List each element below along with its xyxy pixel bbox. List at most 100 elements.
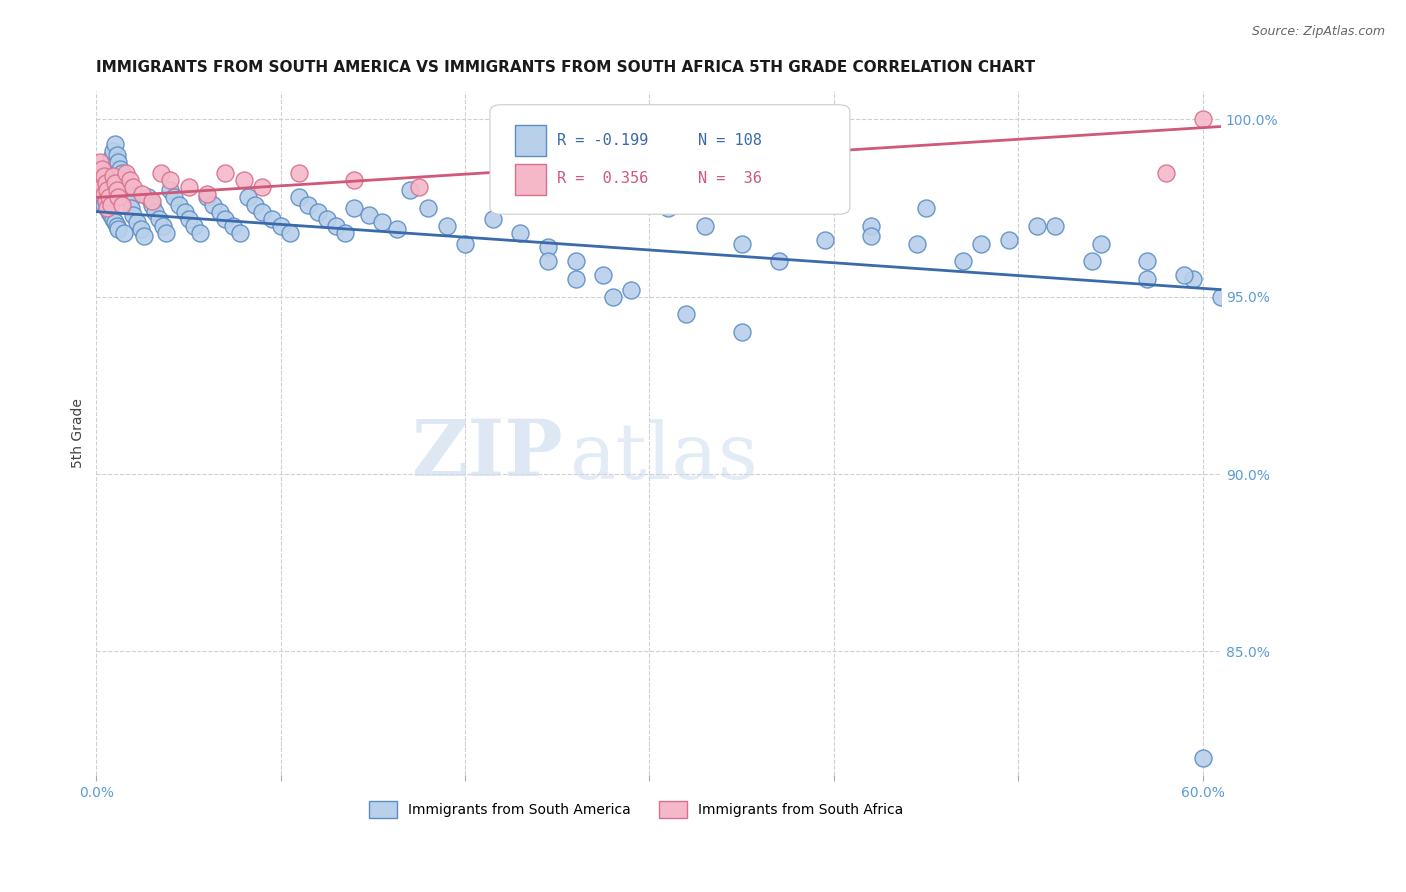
Text: N = 108: N = 108 <box>697 133 762 148</box>
Text: Source: ZipAtlas.com: Source: ZipAtlas.com <box>1251 25 1385 38</box>
Point <box>149 166 172 180</box>
Point <box>730 325 752 339</box>
Point <box>107 222 129 236</box>
Point <box>115 166 138 180</box>
Point <box>115 179 138 194</box>
Point <box>96 183 118 197</box>
Point <box>159 183 181 197</box>
Point <box>214 166 236 180</box>
Point <box>252 204 274 219</box>
Point <box>236 190 259 204</box>
Point <box>105 219 128 233</box>
Point <box>436 219 458 233</box>
Point <box>537 240 560 254</box>
Point <box>118 194 141 208</box>
Point <box>101 169 124 183</box>
Point <box>120 201 142 215</box>
Point <box>915 201 938 215</box>
Point <box>509 226 531 240</box>
Point <box>1182 272 1205 286</box>
Point <box>87 166 110 180</box>
Point <box>93 186 115 201</box>
Point <box>325 219 347 233</box>
Point <box>148 211 170 226</box>
Point <box>117 186 139 201</box>
Point <box>537 254 560 268</box>
Point <box>163 190 186 204</box>
Point <box>101 145 124 159</box>
Point <box>143 204 166 219</box>
Point <box>1209 290 1232 304</box>
Point <box>1090 236 1112 251</box>
Point <box>1025 219 1047 233</box>
Point <box>1173 268 1195 283</box>
Point <box>90 179 112 194</box>
Text: IMMIGRANTS FROM SOUTH AMERICA VS IMMIGRANTS FROM SOUTH AFRICA 5TH GRADE CORRELAT: IMMIGRANTS FROM SOUTH AMERICA VS IMMIGRA… <box>97 60 1035 75</box>
Point <box>155 226 177 240</box>
Point <box>183 219 205 233</box>
Point <box>94 194 117 208</box>
Bar <box>515 164 546 195</box>
Point <box>93 197 115 211</box>
Point <box>1081 254 1104 268</box>
Point <box>94 194 117 208</box>
Point <box>90 169 112 183</box>
Point <box>111 166 134 180</box>
Point <box>243 197 266 211</box>
Point <box>136 190 159 204</box>
Text: ZIP: ZIP <box>412 416 562 491</box>
Point <box>343 172 366 186</box>
Point <box>768 254 790 268</box>
Point <box>859 219 882 233</box>
Point <box>89 176 111 190</box>
Point <box>98 204 121 219</box>
Point <box>100 152 122 166</box>
Point <box>89 155 111 169</box>
Point <box>107 155 129 169</box>
Point <box>214 211 236 226</box>
Point <box>592 268 614 283</box>
Point <box>343 201 366 215</box>
Point <box>252 179 274 194</box>
Point <box>371 215 394 229</box>
Point <box>177 179 200 194</box>
Point <box>125 215 148 229</box>
Point <box>288 166 311 180</box>
Point <box>232 172 254 186</box>
Point <box>408 179 430 194</box>
Point <box>89 172 111 186</box>
Point <box>100 208 122 222</box>
Point <box>96 201 118 215</box>
Point <box>93 169 115 183</box>
Point <box>96 166 118 180</box>
Point <box>315 211 337 226</box>
Point <box>398 183 420 197</box>
Point <box>96 201 118 215</box>
Point <box>169 197 191 211</box>
Point <box>173 204 195 219</box>
Point <box>177 211 200 226</box>
Point <box>98 190 121 204</box>
Point <box>112 172 135 186</box>
Point <box>675 308 697 322</box>
Point <box>195 190 218 204</box>
Point <box>105 183 128 197</box>
Point <box>730 236 752 251</box>
FancyBboxPatch shape <box>489 104 849 214</box>
Point <box>201 197 224 211</box>
Point <box>288 190 311 204</box>
Bar <box>515 125 546 156</box>
Text: atlas: atlas <box>568 419 758 495</box>
Point <box>905 236 928 251</box>
Y-axis label: 5th Grade: 5th Grade <box>72 399 86 468</box>
Point <box>638 148 661 162</box>
Point <box>229 226 252 240</box>
Point <box>122 208 145 222</box>
Point <box>159 172 181 186</box>
Point <box>385 222 408 236</box>
Text: R = -0.199: R = -0.199 <box>557 133 648 148</box>
Point <box>418 201 440 215</box>
Point <box>141 197 163 211</box>
Point <box>1043 219 1066 233</box>
Point <box>693 219 716 233</box>
